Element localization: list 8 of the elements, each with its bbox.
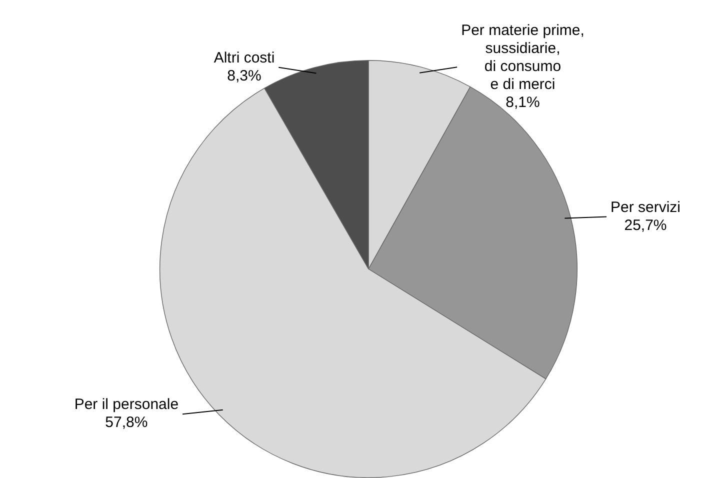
data-label: 8,1% [506, 94, 540, 112]
slice-label: Per materie prime, sussidiarie, di consumo e di merci [461, 22, 584, 94]
data-label: 57,8% [105, 414, 148, 432]
slice-label: Per il personale [74, 396, 179, 414]
slice-label: Per servizi [610, 198, 681, 216]
slice-label: Altri costi [214, 50, 275, 67]
data-label: 8,3% [227, 68, 262, 85]
data-label: 25,7% [624, 216, 667, 234]
